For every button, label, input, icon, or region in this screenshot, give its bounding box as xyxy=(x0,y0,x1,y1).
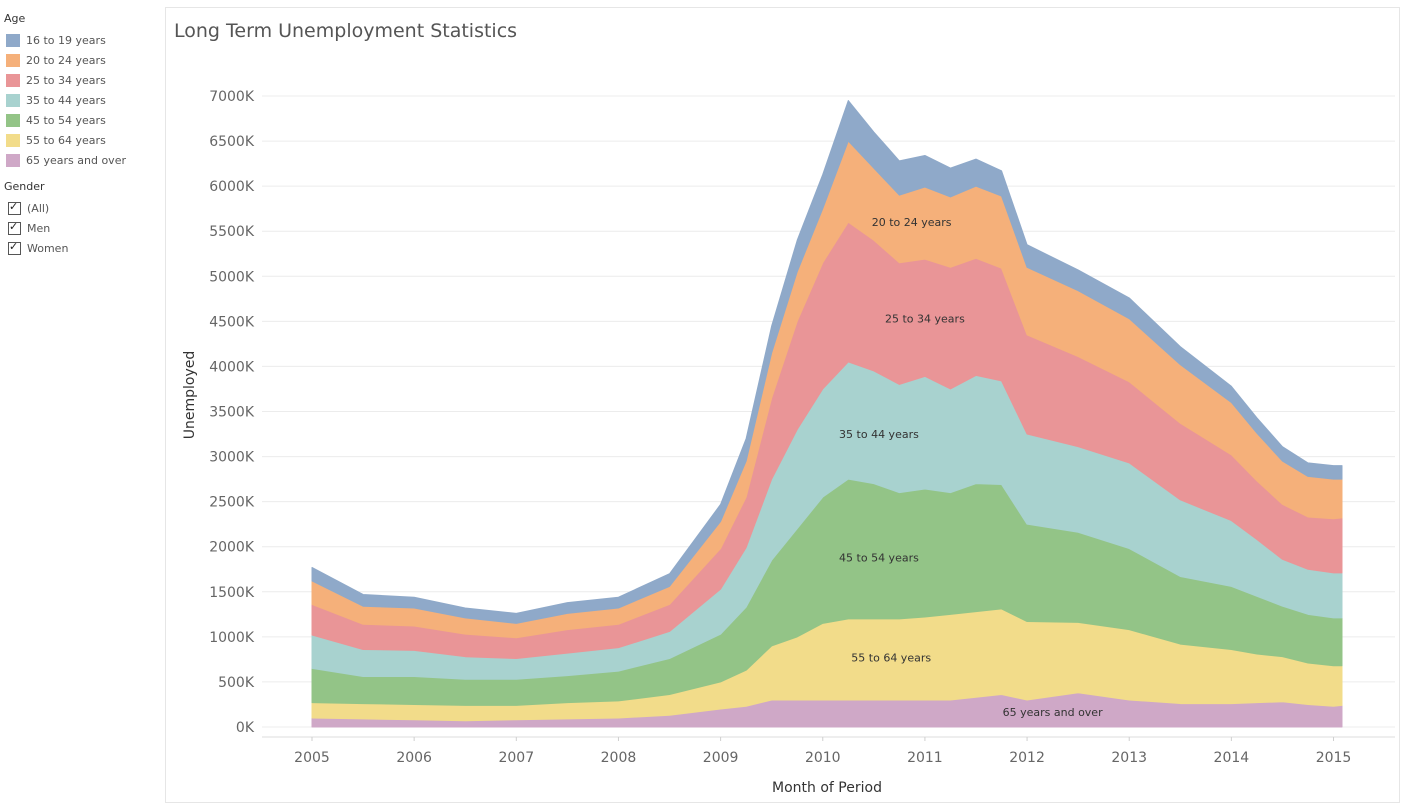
legend-label: 55 to 64 years xyxy=(26,133,106,147)
x-tick-label: 2007 xyxy=(498,750,534,766)
y-tick-label: 500K xyxy=(218,675,255,691)
x-tick-label: 2010 xyxy=(805,750,841,766)
legend-label: 35 to 44 years xyxy=(26,93,106,107)
sidebar-legend: Age 16 to 19 years 20 to 24 years 25 to 34… xyxy=(0,0,165,805)
age-legend-item[interactable]: 55 to 64 years xyxy=(6,132,106,148)
chart-title: Long Term Unemployment Statistics xyxy=(174,20,518,42)
y-tick-label: 5500K xyxy=(209,224,255,240)
gender-filter-item[interactable]: ✓ Men xyxy=(8,220,50,236)
y-axis-title: Unemployed xyxy=(182,351,198,440)
area-label: 65 years and over xyxy=(1003,706,1103,719)
y-tick-label: 0K xyxy=(236,720,255,736)
legend-swatch xyxy=(6,153,20,167)
checkbox[interactable]: ✓ xyxy=(8,239,21,255)
gender-filter-label: (All) xyxy=(27,201,50,215)
y-tick-label: 5000K xyxy=(209,269,255,285)
gender-filter-title: Gender xyxy=(4,180,45,193)
x-axis-title: Month of Period xyxy=(772,780,882,796)
checkmark-icon: ✓ xyxy=(9,239,19,253)
gender-filter-item[interactable]: ✓ Women xyxy=(8,240,68,256)
legend-swatch xyxy=(6,33,20,47)
age-legend-item[interactable]: 16 to 19 years xyxy=(6,32,106,48)
checkbox[interactable]: ✓ xyxy=(8,199,21,215)
checkbox[interactable]: ✓ xyxy=(8,219,21,235)
y-tick-label: 7000K xyxy=(209,89,255,105)
y-tick-label: 4500K xyxy=(209,314,255,330)
legend-swatch xyxy=(6,93,20,107)
gender-filter-label: Women xyxy=(27,241,69,255)
x-tick-label: 2013 xyxy=(1111,750,1147,766)
age-legend-item[interactable]: 20 to 24 years xyxy=(6,52,106,68)
x-tick-label: 2012 xyxy=(1009,750,1045,766)
chart-frame xyxy=(165,7,1400,803)
y-tick-label: 2000K xyxy=(209,540,255,556)
area-label: 20 to 24 years xyxy=(872,216,952,229)
legend-label: 45 to 54 years xyxy=(26,113,106,127)
checkmark-icon: ✓ xyxy=(9,199,19,213)
x-tick-label: 2005 xyxy=(294,750,330,766)
legend-label: 20 to 24 years xyxy=(26,53,106,67)
gender-filter-item[interactable]: ✓ (All) xyxy=(8,200,49,216)
legend-label: 65 years and over xyxy=(26,153,126,167)
area-series xyxy=(311,100,1343,624)
age-legend-item[interactable]: 45 to 54 years xyxy=(6,112,106,128)
x-tick-label: 2015 xyxy=(1316,750,1352,766)
y-tick-label: 1500K xyxy=(209,585,255,601)
x-tick-label: 2011 xyxy=(907,750,943,766)
area-label: 45 to 54 years xyxy=(839,552,919,565)
legend-swatch xyxy=(6,113,20,127)
age-legend-title: Age xyxy=(4,12,26,25)
x-tick-label: 2014 xyxy=(1214,750,1250,766)
age-legend-item[interactable]: 35 to 44 years xyxy=(6,92,106,108)
area-label: 55 to 64 years xyxy=(851,652,931,665)
y-tick-label: 3000K xyxy=(209,450,255,466)
x-tick-label: 2009 xyxy=(703,750,739,766)
checkmark-icon: ✓ xyxy=(9,219,19,233)
gender-filter-label: Men xyxy=(27,221,51,235)
x-tick-label: 2006 xyxy=(396,750,432,766)
age-legend-item[interactable]: 65 years and over xyxy=(6,152,126,168)
x-tick-label: 2008 xyxy=(601,750,637,766)
y-tick-label: 2500K xyxy=(209,495,255,511)
legend-swatch xyxy=(6,53,20,67)
y-tick-label: 6000K xyxy=(209,179,255,195)
legend-label: 16 to 19 years xyxy=(26,33,106,47)
area-label: 25 to 34 years xyxy=(885,313,965,326)
legend-swatch xyxy=(6,73,20,87)
age-legend-item[interactable]: 25 to 34 years xyxy=(6,72,106,88)
legend-label: 25 to 34 years xyxy=(26,73,106,87)
legend-swatch xyxy=(6,133,20,147)
y-tick-label: 6500K xyxy=(209,134,255,150)
area-label: 35 to 44 years xyxy=(839,428,919,441)
y-tick-label: 4000K xyxy=(209,359,255,375)
y-tick-label: 1000K xyxy=(209,630,255,646)
y-tick-label: 3500K xyxy=(209,405,255,421)
